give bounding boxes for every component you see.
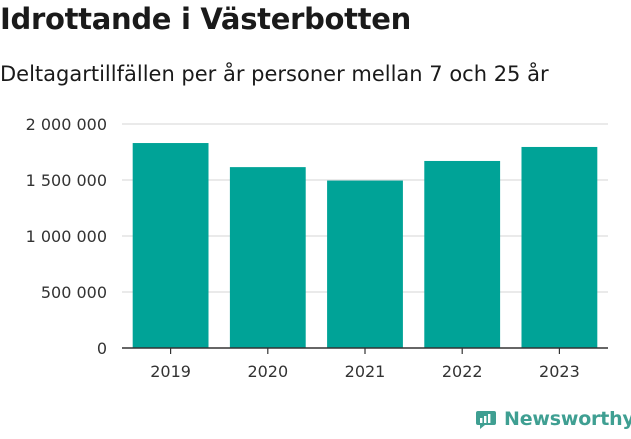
bar bbox=[132, 143, 209, 348]
bar bbox=[327, 180, 403, 348]
newsworthy-logo-icon bbox=[476, 411, 496, 429]
x-tick-label: 2022 bbox=[442, 362, 483, 381]
bar bbox=[521, 146, 598, 348]
x-tick-label: 2021 bbox=[345, 362, 386, 381]
x-tick-label: 2023 bbox=[539, 362, 580, 381]
brand-name: Newsworthy bbox=[504, 408, 631, 430]
bar bbox=[229, 167, 306, 348]
y-tick-label: 1 000 000 bbox=[26, 227, 107, 246]
brand-logo: Newsworthy bbox=[475, 408, 631, 430]
x-tick-label: 2020 bbox=[247, 362, 288, 381]
y-tick-label: 1 500 000 bbox=[26, 171, 107, 190]
y-tick-label: 2 000 000 bbox=[26, 115, 107, 134]
x-tick-label: 2019 bbox=[150, 362, 191, 381]
chart-subtitle: Deltagartillfällen per år personer mella… bbox=[0, 62, 549, 86]
y-tick-label: 500 000 bbox=[41, 283, 107, 302]
bar bbox=[424, 160, 501, 348]
chart-title: Idrottande i Västerbotten bbox=[0, 2, 412, 36]
y-tick-label: 0 bbox=[97, 339, 107, 358]
